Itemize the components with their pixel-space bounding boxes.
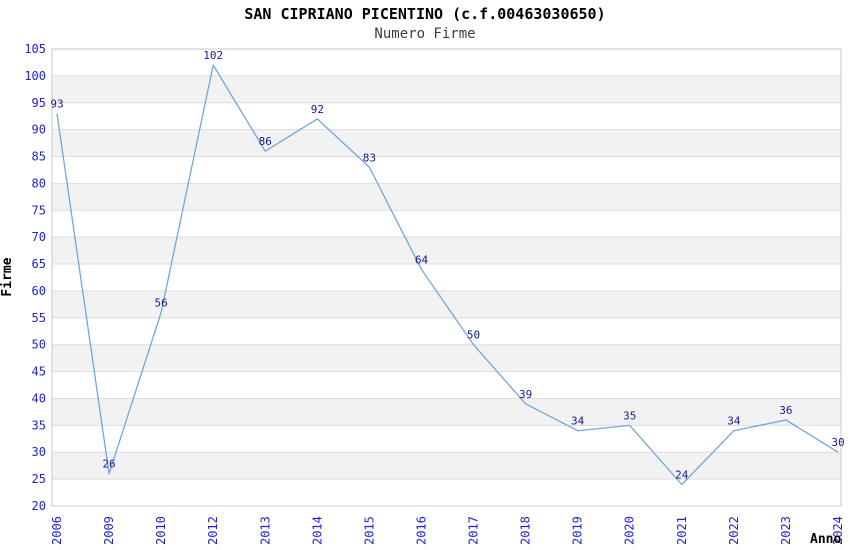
background-stripe bbox=[52, 344, 841, 372]
data-label: 34 bbox=[571, 415, 585, 428]
y-tick-label: 35 bbox=[32, 418, 46, 432]
data-line bbox=[56, 64, 839, 486]
x-tick-label: 2022 bbox=[727, 516, 741, 545]
data-label: 30 bbox=[831, 436, 844, 449]
x-tick-label: 2018 bbox=[519, 516, 533, 545]
data-label: 56 bbox=[155, 296, 168, 309]
plot-border bbox=[51, 48, 842, 507]
y-tick-label: 105 bbox=[24, 42, 46, 56]
x-tick-label: 2019 bbox=[571, 516, 585, 545]
y-tick-label: 30 bbox=[32, 445, 46, 459]
background-stripe bbox=[52, 129, 841, 157]
x-tick-label: 2021 bbox=[675, 516, 689, 545]
x-tick-label: 2010 bbox=[154, 516, 168, 545]
background-stripe bbox=[52, 398, 841, 426]
x-axis-label: Anno bbox=[810, 532, 841, 547]
data-label: 39 bbox=[519, 388, 532, 401]
y-tick-label: 70 bbox=[32, 230, 46, 244]
y-tick-label: 50 bbox=[32, 338, 46, 352]
data-label: 102 bbox=[203, 49, 223, 62]
chart-title: SAN CIPRIANO PICENTINO (c.f.00463030650) bbox=[244, 5, 606, 23]
y-tick-label: 60 bbox=[32, 284, 46, 298]
data-label: 93 bbox=[50, 98, 63, 111]
plot-background bbox=[52, 49, 841, 506]
data-label: 86 bbox=[259, 135, 272, 148]
x-tick-label: 2014 bbox=[310, 516, 324, 545]
data-label: 83 bbox=[363, 151, 376, 164]
data-label: 36 bbox=[779, 404, 792, 417]
y-tick-label: 25 bbox=[32, 472, 46, 486]
y-tick-label: 40 bbox=[32, 391, 46, 405]
y-tick-label: 100 bbox=[24, 69, 46, 83]
y-tick-label: 55 bbox=[32, 311, 46, 325]
chart-subtitle: Numero Firme bbox=[374, 26, 476, 42]
data-label: 92 bbox=[311, 103, 324, 116]
y-tick-label: 20 bbox=[32, 499, 46, 513]
x-tick-label: 2023 bbox=[779, 516, 793, 545]
x-tick-label: 2024 bbox=[831, 516, 845, 545]
data-label: 64 bbox=[415, 253, 429, 266]
x-tick-label: 2017 bbox=[467, 516, 481, 545]
x-tick-label: 2012 bbox=[206, 516, 220, 545]
data-label: 24 bbox=[675, 468, 689, 481]
background-stripe bbox=[52, 452, 841, 480]
data-label: 26 bbox=[102, 458, 115, 471]
y-tick-label: 85 bbox=[32, 150, 46, 164]
background-stripe bbox=[52, 237, 841, 265]
background-stripe bbox=[52, 290, 841, 318]
y-tick-label: 90 bbox=[32, 123, 46, 137]
y-tick-label: 45 bbox=[32, 365, 46, 379]
x-tick-label: 2013 bbox=[258, 516, 272, 545]
x-tick-label: 2016 bbox=[414, 516, 428, 545]
y-tick-label: 75 bbox=[32, 203, 46, 217]
data-label: 35 bbox=[623, 409, 636, 422]
y-axis-label: Firme bbox=[0, 257, 15, 296]
background-stripe bbox=[52, 183, 841, 211]
x-tick-label: 2015 bbox=[362, 516, 376, 545]
data-label: 50 bbox=[467, 329, 480, 342]
y-tick-label: 80 bbox=[32, 176, 46, 190]
x-tick-label: 2006 bbox=[50, 516, 64, 545]
background-stripe bbox=[52, 75, 841, 103]
x-tick-label: 2020 bbox=[623, 516, 637, 545]
y-tick-label: 95 bbox=[32, 96, 46, 110]
x-tick-label: 2009 bbox=[102, 516, 116, 545]
y-tick-label: 65 bbox=[32, 257, 46, 271]
data-label: 34 bbox=[727, 415, 741, 428]
